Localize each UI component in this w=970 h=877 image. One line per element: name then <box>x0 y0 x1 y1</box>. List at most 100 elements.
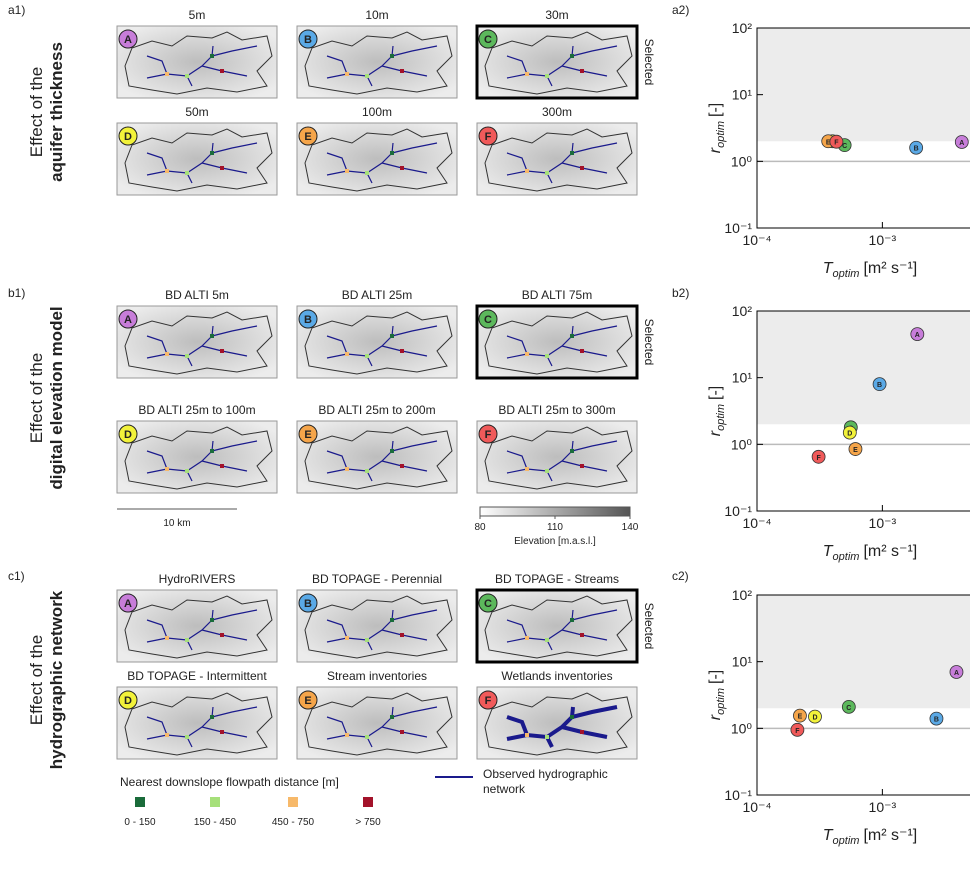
distance-cell <box>220 69 224 73</box>
y-label-unit: [-] <box>707 386 724 400</box>
y-tick-label: 10⁰ <box>731 720 753 736</box>
figure: a1)Effect of theaquifer thickness5mA10mB… <box>0 0 970 877</box>
effect-line: digital elevation model <box>47 306 66 489</box>
map-title: HydroRIVERS <box>159 572 236 586</box>
map-title: BD TOPAGE - Intermittent <box>127 669 267 683</box>
map-letter: F <box>485 429 492 441</box>
distance-cell <box>365 354 369 358</box>
distance-cell <box>210 715 214 719</box>
distance-cell <box>390 618 394 622</box>
point-label: E <box>798 714 803 721</box>
map-title: 10m <box>365 8 388 22</box>
map-title: Stream inventories <box>327 669 427 683</box>
map-title: Wetlands inventories <box>501 669 612 683</box>
distance-cell <box>365 74 369 78</box>
selected-label: Selected <box>642 319 656 366</box>
x-tick-label: 10⁻⁴ <box>743 232 772 248</box>
distance-cell <box>545 638 549 642</box>
distance-cell <box>580 166 584 170</box>
y-label-subscript: optim <box>715 121 727 148</box>
y-label-unit: [-] <box>707 103 724 117</box>
point-label: B <box>877 382 882 389</box>
selected-text: Selected <box>642 319 656 366</box>
point-label: F <box>834 140 839 147</box>
y-tick-label: 10⁰ <box>731 436 753 452</box>
elevation-tick-label: 140 <box>622 522 639 533</box>
map-letter: A <box>124 598 132 610</box>
y-axis-label: roptim[-] <box>707 670 727 720</box>
distance-cell <box>580 464 584 468</box>
point-label: A <box>954 670 959 677</box>
distance-cell <box>345 352 349 356</box>
map-letter: E <box>304 131 311 143</box>
y-axis-label-text: roptim[-] <box>707 386 727 436</box>
x-axis-label: Toptim[m² s⁻¹] <box>823 260 917 280</box>
distance-cell <box>210 449 214 453</box>
y-axis-label: roptim[-] <box>707 386 727 436</box>
distance-cell <box>345 636 349 640</box>
map-title: BD ALTI 75m <box>522 288 592 302</box>
panel-label: c2) <box>672 569 689 583</box>
x-label-unit: [m² s⁻¹] <box>863 543 917 560</box>
distance-cell <box>220 166 224 170</box>
distance-cell <box>525 169 529 173</box>
distance-cell <box>525 467 529 471</box>
distance-cell <box>400 633 404 637</box>
distance-cell <box>570 54 574 58</box>
distance-cell <box>400 166 404 170</box>
point-label: A <box>959 140 964 147</box>
map-letter: A <box>124 34 132 46</box>
map-title: 300m <box>542 105 572 119</box>
legend-swatch <box>288 797 298 807</box>
map-letter: C <box>484 34 492 46</box>
map-letter: C <box>484 314 492 326</box>
point-label: B <box>914 146 919 153</box>
panel-label: b1) <box>8 286 25 300</box>
distance-cell <box>365 171 369 175</box>
map-letter: B <box>304 34 312 46</box>
distance-cell <box>185 469 189 473</box>
distance-cell <box>185 171 189 175</box>
distance-cell <box>525 72 529 76</box>
map-letter: D <box>124 131 132 143</box>
distance-cell <box>185 74 189 78</box>
distance-cell <box>220 464 224 468</box>
y-label-unit: [-] <box>707 670 724 684</box>
x-tick-label: 10⁻³ <box>869 515 897 531</box>
selected-text: Selected <box>642 39 656 86</box>
panel-label: b2) <box>672 286 689 300</box>
point-label: F <box>795 728 800 735</box>
distance-cell <box>210 151 214 155</box>
map-title: BD ALTI 5m <box>165 288 229 302</box>
distance-cell <box>390 334 394 338</box>
map-letter: E <box>304 429 311 441</box>
legend-item-label: > 750 <box>355 817 381 828</box>
distance-cell <box>210 618 214 622</box>
effect-label: Effect of theaquifer thickness <box>27 42 66 182</box>
y-axis-label-text: roptim[-] <box>707 103 727 153</box>
distance-cell <box>165 467 169 471</box>
scale-bar-label: 10 km <box>163 518 190 529</box>
distance-cell <box>545 74 549 78</box>
y-tick-label: 10² <box>732 303 753 319</box>
x-label-subscript: optim <box>833 268 860 280</box>
elevation-title: Elevation [m.a.s.l.] <box>514 536 596 547</box>
distance-cell <box>580 730 584 734</box>
effect-line: Effect of the <box>27 67 46 157</box>
legend-title: Nearest downslope flowpath distance [m] <box>120 775 339 789</box>
distance-cell <box>525 733 529 737</box>
shaded-range <box>757 311 970 424</box>
distance-cell <box>220 349 224 353</box>
distance-cell <box>345 467 349 471</box>
x-axis-label: Toptim[m² s⁻¹] <box>823 827 917 847</box>
distance-cell <box>365 735 369 739</box>
map-title: 100m <box>362 105 392 119</box>
y-label-subscript: optim <box>715 688 727 715</box>
distance-cell <box>570 334 574 338</box>
distance-cell <box>390 54 394 58</box>
map-letter: D <box>124 695 132 707</box>
distance-cell <box>365 638 369 642</box>
effect-line: Effect of the <box>27 353 46 443</box>
distance-cell <box>545 735 549 739</box>
